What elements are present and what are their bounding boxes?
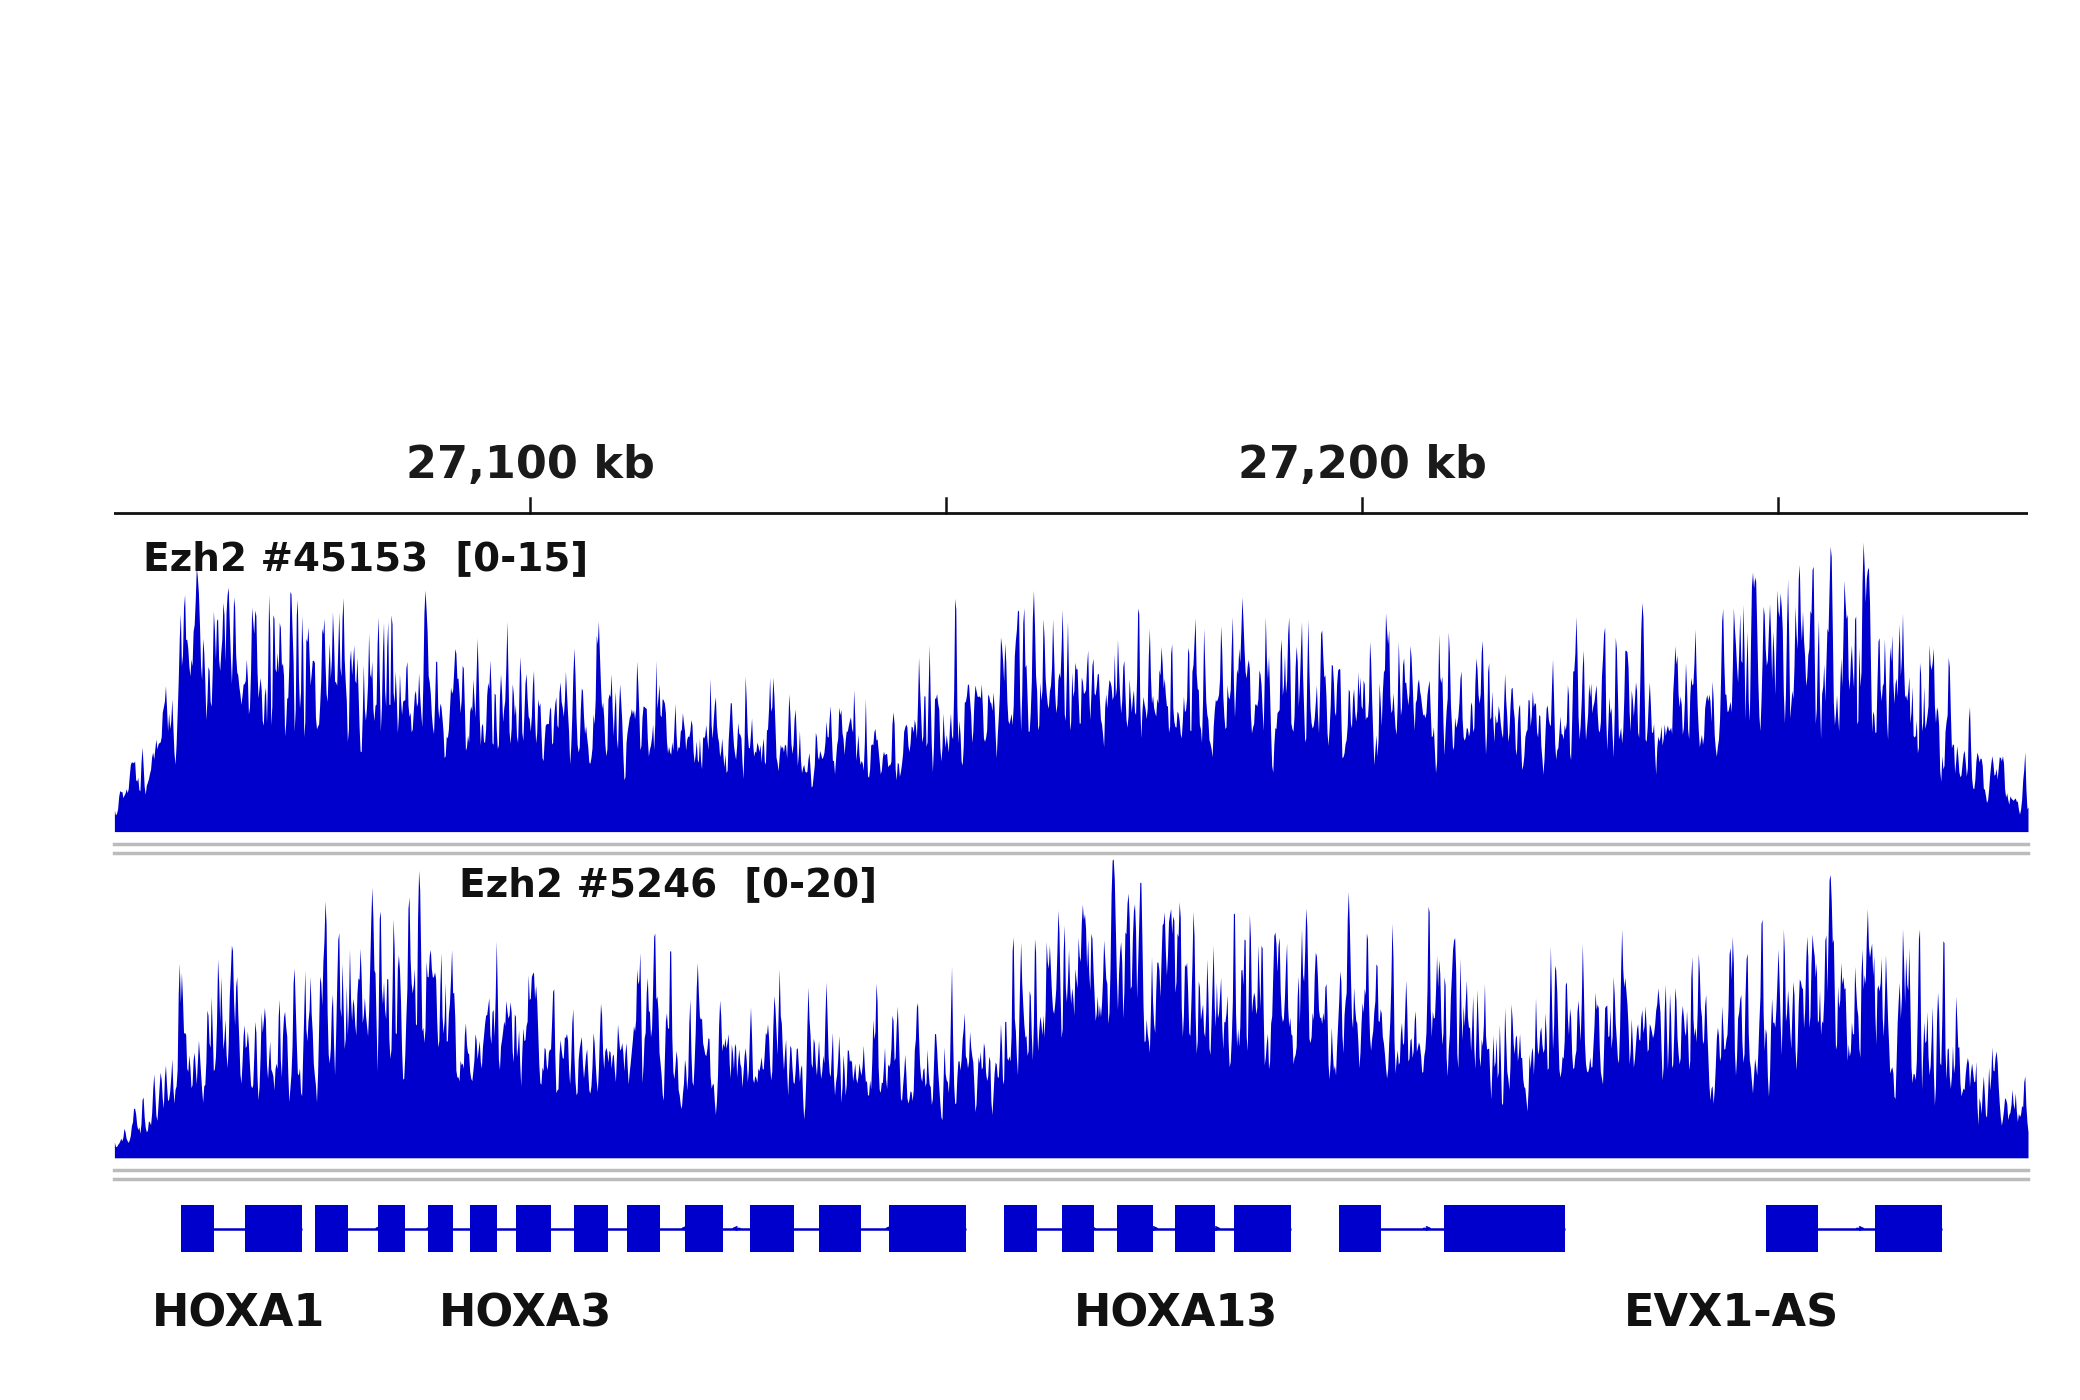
Bar (749, 1205, 795, 1252)
Bar (1175, 1205, 1215, 1252)
Text: HOXA3: HOXA3 (439, 1294, 612, 1336)
Bar (1117, 1205, 1154, 1252)
Bar (316, 1205, 347, 1252)
Bar (245, 1205, 302, 1252)
Bar (1766, 1205, 1818, 1252)
Bar (428, 1205, 453, 1252)
Text: 27,100 kb: 27,100 kb (406, 444, 655, 487)
Text: HOXA1: HOXA1 (152, 1294, 324, 1336)
Bar (628, 1205, 659, 1252)
Bar (470, 1205, 497, 1252)
Bar (1061, 1205, 1094, 1252)
Bar (1233, 1205, 1292, 1252)
Bar (574, 1205, 607, 1252)
Bar (1005, 1205, 1036, 1252)
Bar (379, 1205, 406, 1252)
Bar (820, 1205, 861, 1252)
Text: HOXA13: HOXA13 (1075, 1294, 1279, 1336)
Text: EVX1-AS: EVX1-AS (1624, 1294, 1839, 1336)
Text: Ezh2 #45153  [0-15]: Ezh2 #45153 [0-15] (144, 539, 589, 578)
Text: 27,200 kb: 27,200 kb (1238, 444, 1487, 487)
Bar (181, 1205, 214, 1252)
Bar (1444, 1205, 1564, 1252)
Bar (516, 1205, 551, 1252)
Text: Ezh2 #5246  [0-20]: Ezh2 #5246 [0-20] (460, 865, 878, 904)
Bar (1874, 1205, 1943, 1252)
Bar (890, 1205, 965, 1252)
Bar (1340, 1205, 1381, 1252)
Bar (684, 1205, 724, 1252)
